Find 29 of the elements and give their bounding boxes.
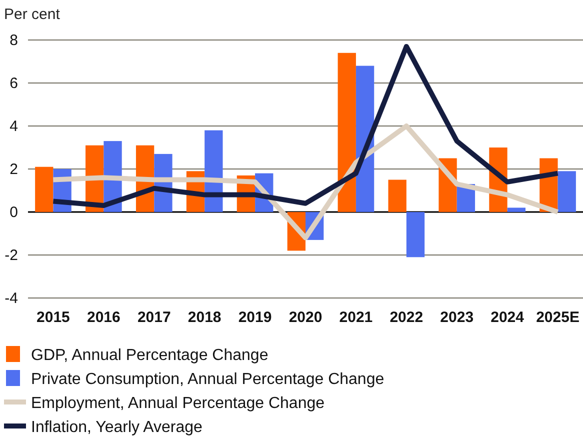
x-tick-label: 2018 [188, 309, 222, 326]
x-tick-label: 2021 [339, 309, 373, 326]
y-tick-label: 4 [10, 118, 18, 135]
x-tick-label: 2020 [288, 309, 322, 326]
x-tick-label: 2016 [86, 309, 120, 326]
y-tick-label: -2 [4, 247, 18, 264]
bar [558, 171, 576, 212]
legend-label: GDP, Annual Percentage Change [31, 347, 268, 364]
y-tick-label: 8 [10, 32, 18, 49]
x-tick-label: 2017 [137, 309, 171, 326]
bar [338, 52, 356, 212]
x-tick-label: 2022 [390, 309, 424, 326]
x-tick-label: 2019 [238, 309, 272, 326]
y-tick-label: 2 [10, 161, 18, 178]
bar [507, 208, 526, 212]
legend-label: Employment, Annual Percentage Change [31, 395, 325, 412]
bar [388, 180, 406, 212]
legend-label: Private Consumption, Annual Percentage Change [31, 371, 384, 388]
y-tick-label: -4 [4, 290, 18, 307]
legend-label: Inflation, Yearly Average [31, 419, 202, 436]
y-axis-title: Per cent [4, 6, 61, 23]
x-tick-label: 2023 [440, 309, 474, 326]
x-tick-label: 2024 [490, 309, 525, 326]
y-tick-label: 0 [10, 204, 18, 221]
y-tick-label: 6 [10, 75, 18, 92]
bar [406, 212, 425, 258]
x-tick-label: 2025E [536, 309, 580, 326]
x-tick-label: 2015 [36, 309, 70, 326]
bar [35, 166, 54, 212]
